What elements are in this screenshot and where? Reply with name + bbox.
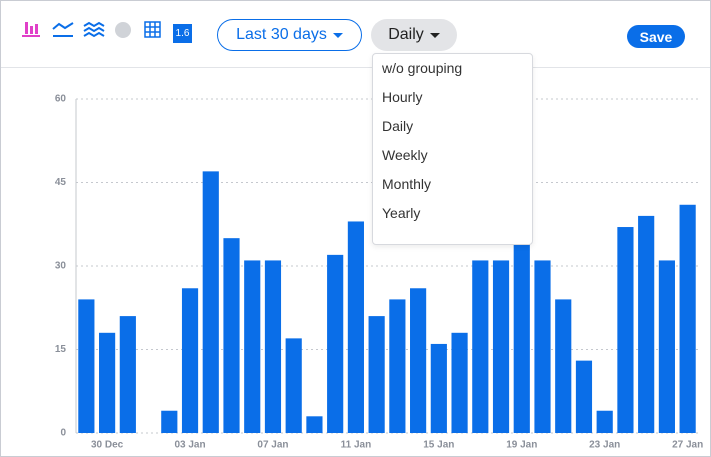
bar [451,332,468,433]
menu-item[interactable]: w/o grouping [382,60,463,76]
bar [78,299,95,433]
chart-type-icons [22,21,161,38]
bar [347,221,364,433]
bar [368,316,385,433]
menu-item[interactable]: Hourly [382,89,423,105]
y-tick-label: 15 [55,344,67,355]
bar [492,260,510,433]
bar [244,260,261,433]
x-tick-label: 11 Jan [341,440,372,451]
bar [472,260,489,433]
menu-item[interactable]: Daily [382,118,414,134]
bar [119,316,136,433]
bar [410,288,427,433]
bar [534,260,551,433]
bar [264,260,282,433]
x-tick-label: 07 Jan [257,440,288,451]
bar [513,243,530,433]
range-button[interactable]: Last 30 days [217,19,362,51]
x-tick-label: 03 Jan [174,440,205,451]
bar [389,299,406,433]
y-tick-label: 60 [55,94,67,105]
toolbar: 1.6 Last 30 days Daily Save [1,1,710,68]
x-tick-label: 15 Jan [423,440,454,451]
y-tick-label: 0 [60,428,66,439]
x-tick-label: 27 Jan [672,440,703,451]
badge[interactable]: 1.6 [173,24,192,43]
y-tick-label: 30 [55,261,67,272]
bar [202,171,219,433]
bar [306,416,323,433]
y-tick-label: 45 [55,177,67,188]
bar [617,227,634,433]
bar [658,260,675,433]
menu-item[interactable]: Weekly [382,147,428,163]
bar [575,360,593,433]
save-button[interactable]: Save [627,25,685,48]
bar [161,410,178,433]
bar [181,288,199,433]
caret [332,32,343,38]
bar [223,238,240,433]
x-tick-label: 30 Dec [91,440,124,451]
range-label: Last 30 days [236,26,327,43]
x-tick-label: 23 Jan [589,440,620,451]
bar [555,299,572,433]
grouping-label: Daily [388,26,424,43]
menu-item[interactable]: Yearly [382,205,421,221]
bar [638,215,655,433]
bar [679,204,696,433]
bar [596,410,613,433]
caret [429,32,440,38]
bar [99,332,116,433]
grouping-menu: w/o grouping Hourly Daily Weekly Monthly Year… [372,53,533,245]
bar [327,254,344,433]
bar [430,343,447,433]
grouping-button[interactable]: Daily [371,19,457,51]
x-tick-label: 19 Jan [506,440,537,451]
bar [285,338,302,433]
menu-item[interactable]: Monthly [382,176,432,192]
